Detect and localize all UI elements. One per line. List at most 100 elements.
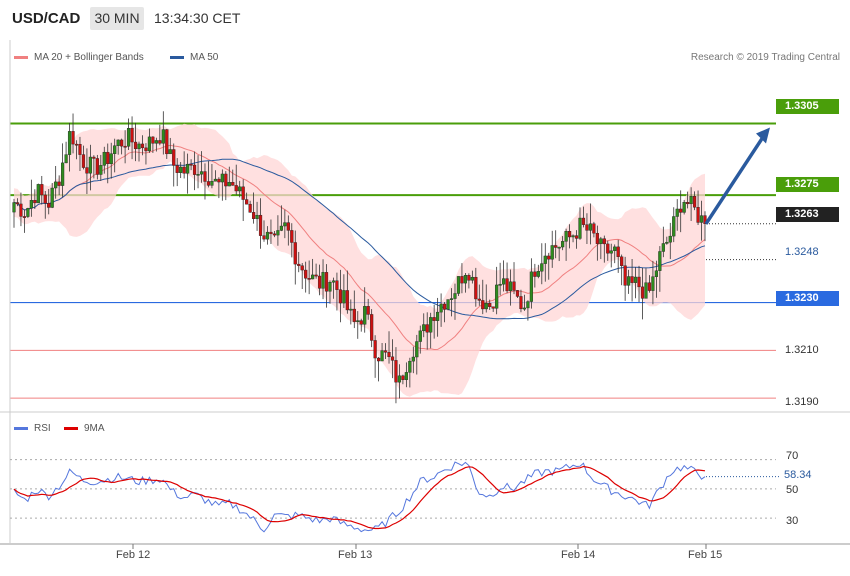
- candle-body: [627, 276, 631, 286]
- candle-body: [15, 202, 20, 205]
- candle-body: [585, 224, 589, 231]
- candle-body: [460, 276, 464, 284]
- candle-body: [703, 215, 707, 225]
- candle-body: [245, 199, 249, 205]
- candle-body: [529, 271, 533, 302]
- price-label-r2: 1.3305: [776, 99, 839, 114]
- candle-body: [675, 208, 679, 217]
- candle-body: [106, 151, 110, 165]
- candle-body: [418, 330, 422, 342]
- candle-body: [547, 255, 551, 260]
- candle-body: [248, 203, 252, 213]
- price-label-s3: 1.3190: [776, 395, 839, 410]
- projection-arrow-shaft: [704, 134, 766, 225]
- candle-body: [380, 350, 384, 362]
- bollinger-band-area: [14, 123, 705, 397]
- price-label-last: 1.3263: [776, 207, 839, 222]
- candle-body: [508, 281, 513, 292]
- candle-body: [408, 360, 412, 373]
- candle-body: [692, 196, 697, 208]
- candle-body: [429, 317, 433, 333]
- ma20-line: [13, 144, 706, 351]
- candle-body: [665, 241, 669, 244]
- candle-body: [71, 131, 75, 145]
- candle-body: [265, 231, 270, 240]
- candle-body: [158, 140, 162, 144]
- candle-body: [147, 136, 152, 152]
- candle-body: [26, 208, 30, 217]
- candle-body: [696, 207, 700, 223]
- projection-arrow-head: [756, 127, 770, 144]
- candle-body: [241, 186, 245, 200]
- candle-body: [644, 282, 648, 299]
- timeframe-button[interactable]: 30 MIN: [90, 7, 144, 30]
- candle-body: [682, 202, 686, 213]
- credit-text: Research © 2019 Trading Central: [690, 52, 840, 63]
- candle-body: [613, 246, 617, 251]
- candle-body: [422, 324, 426, 332]
- candle-body: [651, 276, 655, 291]
- candle-body: [279, 225, 283, 231]
- candle-body: [22, 216, 27, 218]
- candle-body: [467, 274, 471, 281]
- candle-body: [255, 214, 259, 219]
- candle-body: [300, 265, 304, 271]
- price-label-s2: 1.3210: [776, 343, 839, 358]
- candle-body: [484, 303, 488, 310]
- ma50-line: [13, 158, 706, 320]
- candle-body: [40, 184, 44, 196]
- candle-body: [630, 276, 634, 283]
- legend-swatch-ma20: [14, 55, 28, 59]
- candle-body: [449, 298, 454, 300]
- price-label-s1: 1.3230: [776, 291, 839, 306]
- candle-body: [491, 306, 495, 309]
- candle-body: [543, 255, 547, 264]
- candle-body: [387, 352, 391, 358]
- rsi-tick-50: 50: [786, 484, 799, 496]
- candle-body: [668, 235, 672, 243]
- candle-body: [561, 241, 565, 248]
- candle-body: [522, 307, 527, 310]
- candle-body: [599, 238, 603, 244]
- legend-text-ma20: MA 20 + Bollinger Bands: [34, 52, 144, 63]
- candle-body: [436, 311, 440, 321]
- candle-body: [415, 341, 419, 358]
- candle-body: [647, 282, 652, 291]
- rsi-tick-70: 70: [786, 450, 799, 462]
- candle-body: [321, 272, 325, 289]
- candle-body: [672, 216, 676, 237]
- candle-body: [554, 245, 558, 248]
- candle-body: [36, 184, 40, 204]
- candle-body: [116, 139, 120, 146]
- candle-body: [481, 300, 485, 310]
- candle-body: [102, 151, 106, 166]
- candle-body: [317, 275, 322, 289]
- candle-body: [324, 272, 329, 292]
- candle-body: [356, 320, 360, 322]
- candle-body: [512, 281, 516, 291]
- candle-body: [168, 149, 172, 155]
- legend-swatch-9ma: [64, 426, 78, 430]
- candle-body: [61, 162, 65, 186]
- candle-body: [633, 276, 638, 283]
- candle-body: [196, 174, 200, 176]
- candle-body: [373, 340, 377, 359]
- date-label-feb14: Feb 14: [561, 549, 596, 561]
- candle-body: [411, 356, 415, 362]
- candle-body: [74, 143, 79, 146]
- candle-body: [130, 128, 134, 143]
- candle-body: [213, 178, 217, 182]
- candle-body: [383, 350, 388, 353]
- candle-body: [686, 202, 690, 205]
- candle-body: [199, 171, 204, 175]
- candle-body: [595, 232, 599, 244]
- candle-body: [120, 139, 124, 147]
- candle-body: [12, 202, 16, 213]
- candle-body: [297, 263, 301, 266]
- candle-body: [238, 186, 242, 192]
- candle-body: [342, 290, 346, 304]
- price-label-r1: 1.3275: [776, 177, 839, 192]
- candle-body: [151, 136, 155, 144]
- candle-body: [220, 173, 224, 183]
